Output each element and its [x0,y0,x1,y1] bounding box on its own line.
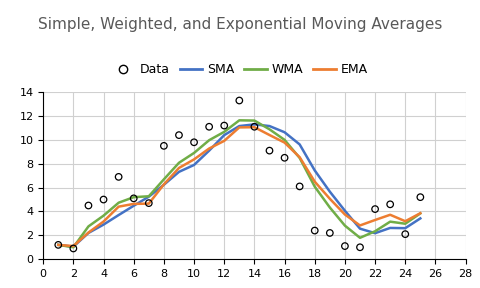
Point [130,196,138,201]
Point [145,201,153,205]
Text: Simple, Weighted, and Exponential Moving Averages: Simple, Weighted, and Exponential Moving… [38,17,442,32]
Point [311,228,319,233]
Point [296,184,303,189]
Point [236,98,243,103]
Point [115,175,122,179]
Point [401,232,409,236]
Point [54,242,62,247]
Point [160,143,168,148]
Point [190,140,198,145]
Point [220,123,228,128]
Point [341,244,349,248]
Point [251,124,258,129]
Legend: Data, SMA, WMA, EMA: Data, SMA, WMA, EMA [107,58,373,81]
Point [70,246,77,251]
Point [417,195,424,200]
Point [386,202,394,206]
Point [84,203,92,208]
Point [265,148,273,153]
Point [205,124,213,129]
Point [371,207,379,211]
Point [100,197,108,202]
Point [326,231,334,235]
Point [281,156,288,160]
Point [356,245,364,250]
Point [175,133,183,137]
